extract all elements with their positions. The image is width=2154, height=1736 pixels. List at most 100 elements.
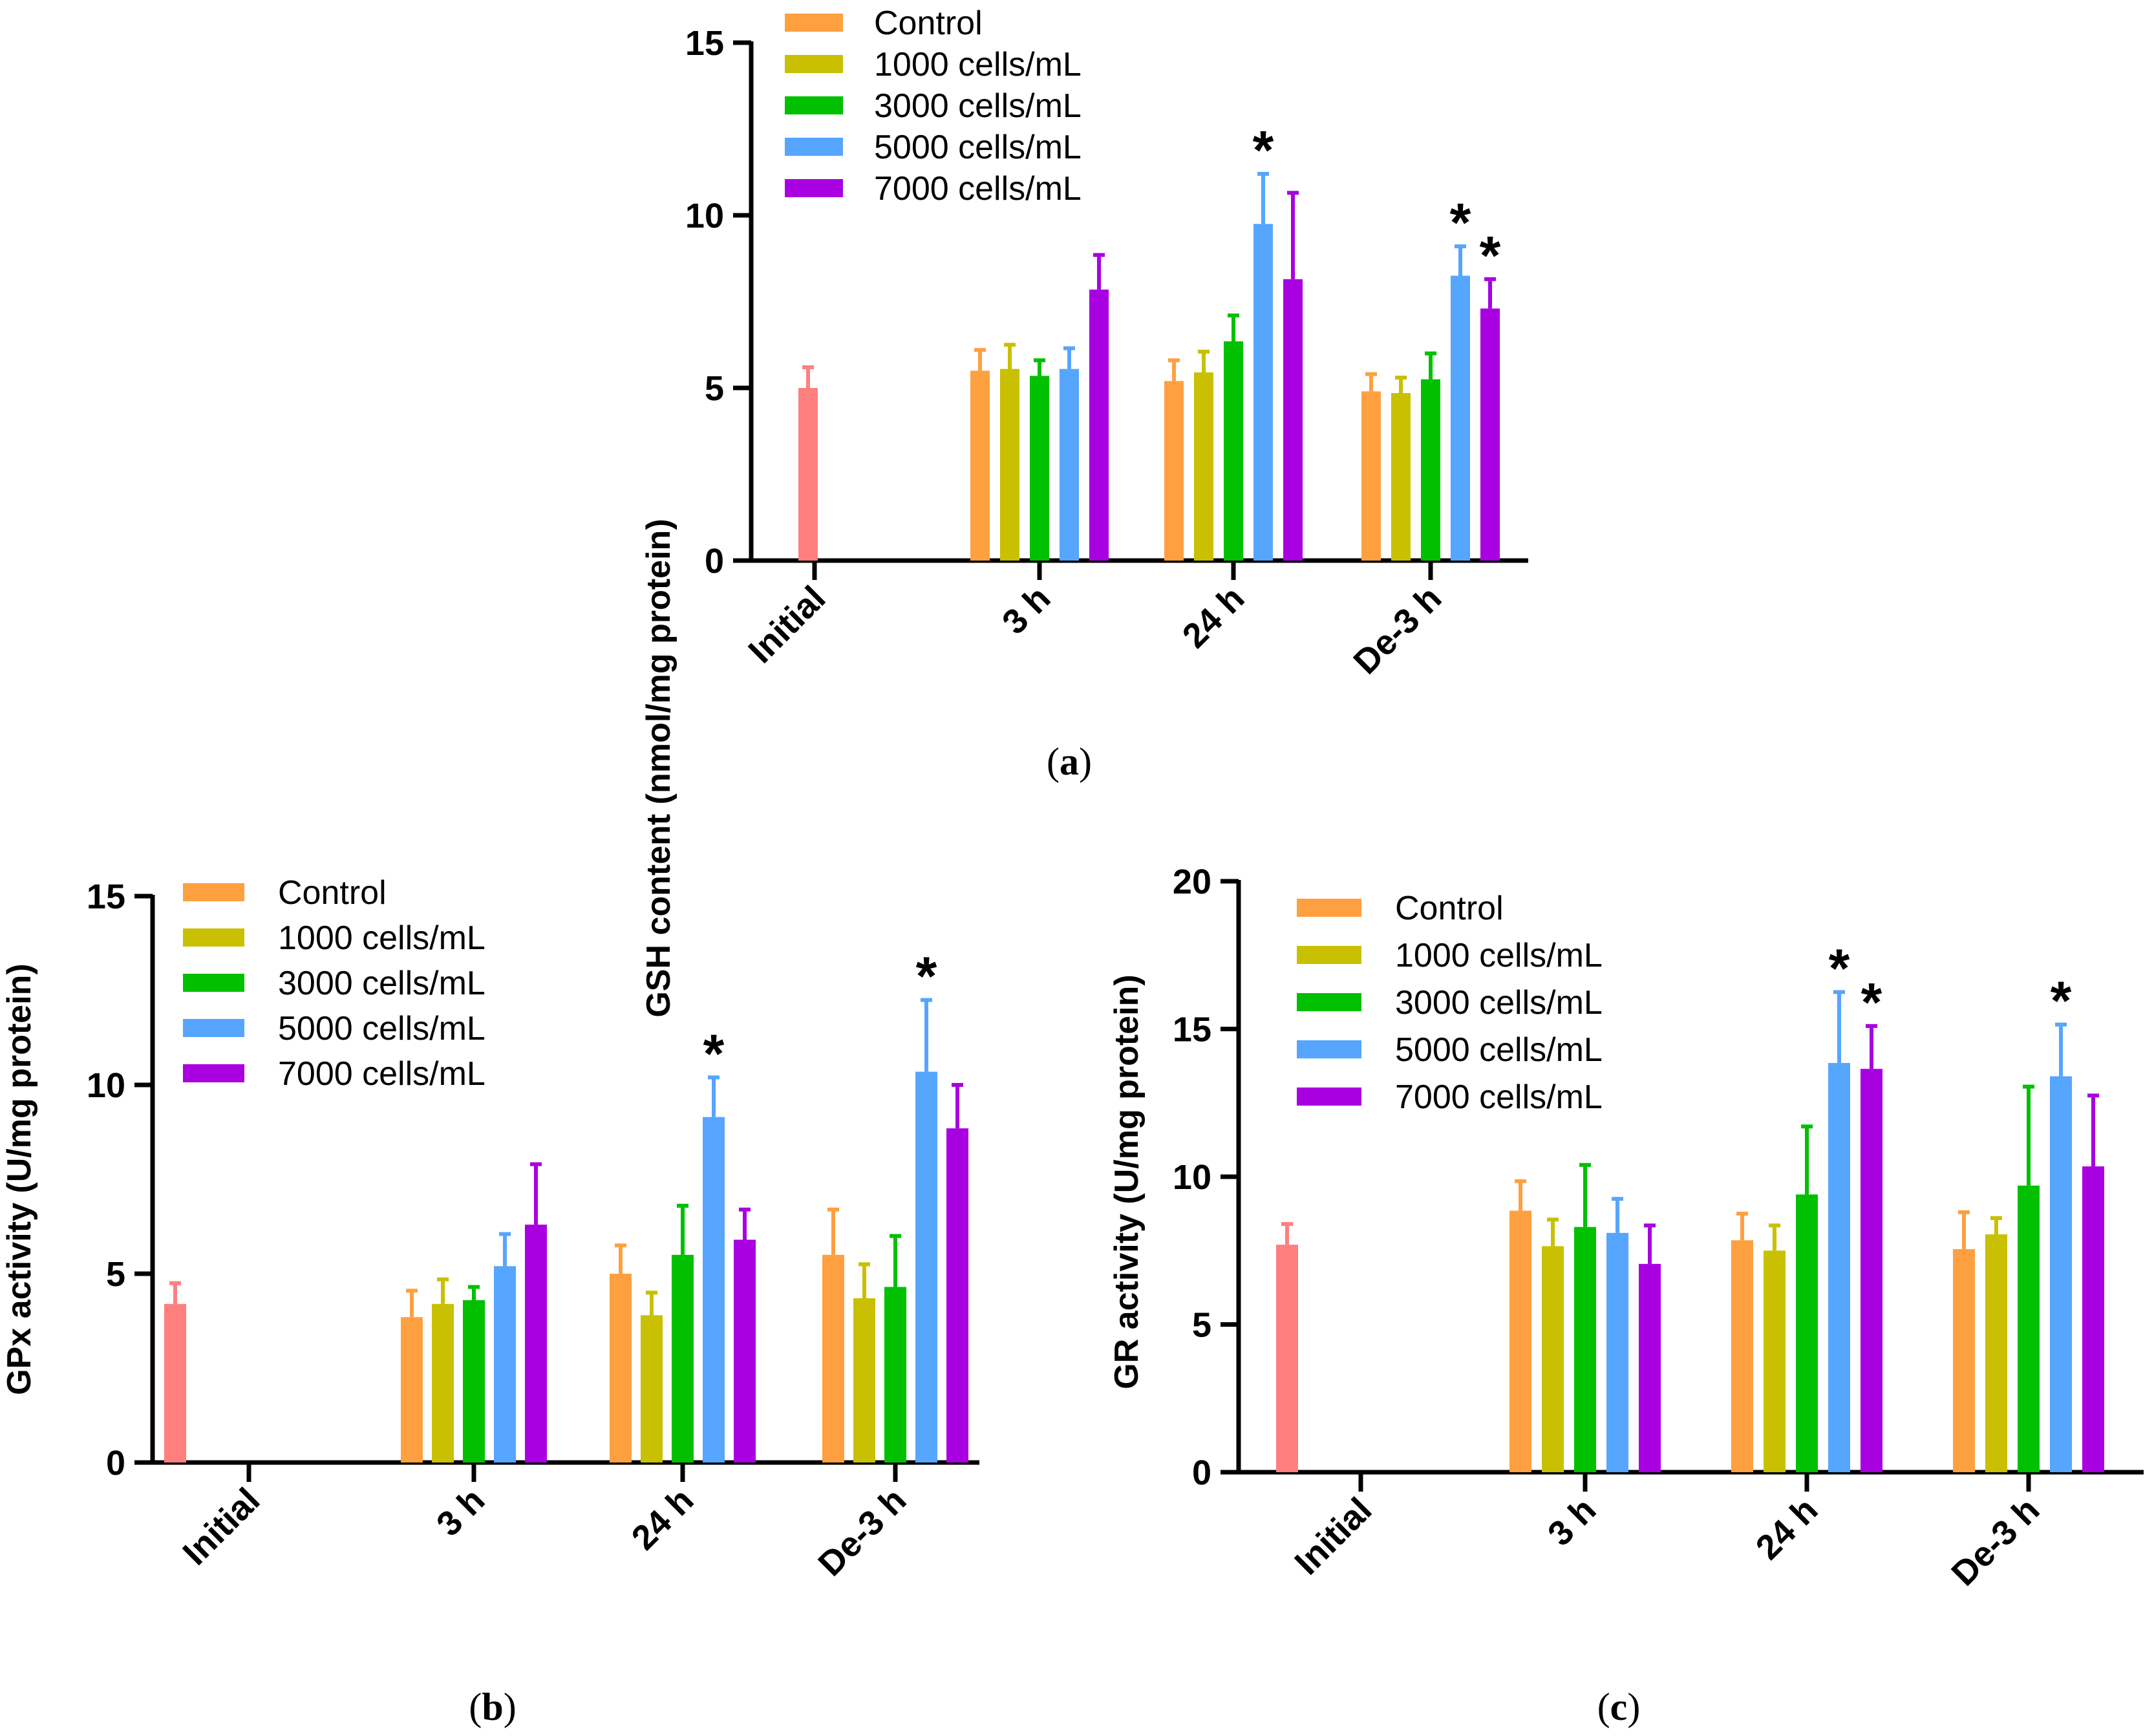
bar-1000 xyxy=(641,1315,663,1463)
legend-entry: 1000 cells/mL xyxy=(278,919,485,957)
panel-b: 0 5 10 15 GPx activity (U/mg protein) Initial… xyxy=(1,874,979,1728)
legend-entry: 7000 cells/mL xyxy=(874,170,1082,208)
bar-7000 xyxy=(1861,1069,1882,1472)
legend-swatch xyxy=(183,928,244,947)
panel-letter: a xyxy=(1060,740,1079,783)
x-tick-label: Initial xyxy=(175,1481,267,1572)
panel-letter: c xyxy=(1610,1686,1628,1728)
y-tick-label: 5 xyxy=(1192,1306,1211,1345)
y-axis-label: GR activity (U/mg protein) xyxy=(1108,974,1146,1389)
bar-control xyxy=(1953,1248,1975,1472)
bar-7000 xyxy=(734,1239,756,1463)
legend-entry: Control xyxy=(278,874,387,912)
bar-7000 xyxy=(1639,1263,1661,1472)
bar-5000 xyxy=(1828,1063,1850,1472)
bar-initial xyxy=(164,1303,186,1463)
bar-3000 xyxy=(1574,1227,1596,1472)
y-tick-label: 5 xyxy=(106,1255,125,1294)
x-tick-label: De-3 h xyxy=(1944,1490,2047,1593)
y-tick-label: 10 xyxy=(1173,1158,1211,1197)
bar-7000 xyxy=(946,1128,968,1463)
bar-7000 xyxy=(2082,1166,2104,1472)
legend-swatch xyxy=(785,96,843,114)
x-tick-label: De-3 h xyxy=(811,1481,913,1583)
legend-swatch xyxy=(785,55,843,73)
panel-letter: b xyxy=(482,1686,503,1728)
significance-marker: * xyxy=(1861,972,1882,1033)
x-tick-label: De-3 h xyxy=(1346,579,1449,681)
legend-swatch xyxy=(183,1019,244,1037)
legend-swatch xyxy=(785,14,843,32)
legend-swatch xyxy=(1297,899,1361,917)
bar-7000 xyxy=(1089,289,1109,561)
bar-3000 xyxy=(2018,1185,2040,1472)
legend-swatch xyxy=(1297,1088,1361,1106)
x-tick-label: 24 h xyxy=(1175,579,1252,656)
x-tick-label: 3 h xyxy=(1541,1490,1604,1554)
bar-3000 xyxy=(1796,1194,1818,1472)
bar-3000 xyxy=(1030,376,1049,561)
bar-5000 xyxy=(915,1071,937,1463)
legend-entry: Control xyxy=(1395,890,1504,927)
bar-1000 xyxy=(1000,369,1019,561)
bar-3000 xyxy=(1421,379,1440,561)
y-axis-label: GPx activity (U/mg protein) xyxy=(1,963,38,1395)
y-tick-label: 10 xyxy=(87,1066,125,1105)
legend-entry: 5000 cells/mL xyxy=(874,129,1082,166)
bar-3000 xyxy=(672,1254,694,1463)
bar-5000 xyxy=(1451,275,1470,561)
significance-marker: * xyxy=(703,1023,725,1084)
x-tick-label: 3 h xyxy=(429,1481,493,1544)
bar-1000 xyxy=(1985,1234,2007,1472)
bar-control xyxy=(1164,381,1184,561)
significance-marker: * xyxy=(1480,225,1501,286)
bar-5000 xyxy=(1253,224,1273,561)
x-tick-label: 3 h xyxy=(995,579,1058,642)
y-axis-label: GSH content (nmol/mg protein) xyxy=(640,519,677,1017)
legend-entry: 5000 cells/mL xyxy=(1395,1031,1603,1069)
y-tick-label: 20 xyxy=(1173,863,1211,901)
bar-3000 xyxy=(1224,341,1243,561)
bar-control xyxy=(1509,1210,1531,1472)
legend-swatch xyxy=(785,138,843,156)
legend-swatch xyxy=(183,974,244,992)
legend-entry: 3000 cells/mL xyxy=(1395,984,1603,1022)
legend-entry: Control xyxy=(874,5,983,42)
y-tick-label: 0 xyxy=(705,542,724,581)
x-tick-label: Initial xyxy=(741,579,833,670)
legend-entry: 1000 cells/mL xyxy=(1395,937,1603,974)
bar-7000 xyxy=(1480,308,1500,561)
bar-5000 xyxy=(1060,369,1079,561)
bar-7000 xyxy=(1283,279,1303,561)
legend-entry: 7000 cells/mL xyxy=(278,1055,485,1093)
y-tick-label: 15 xyxy=(87,877,125,916)
legend-swatch xyxy=(785,179,843,197)
significance-marker: * xyxy=(1253,120,1274,180)
legend-entry: 5000 cells/mL xyxy=(278,1010,485,1047)
legend-swatch xyxy=(1297,946,1361,964)
bar-initial xyxy=(798,388,818,561)
bar-control xyxy=(970,370,990,561)
y-tick-label: 0 xyxy=(106,1444,125,1483)
significance-marker: * xyxy=(1450,192,1471,253)
bar-5000 xyxy=(1606,1232,1628,1472)
y-tick-label: 0 xyxy=(1192,1453,1211,1492)
bar-3000 xyxy=(884,1287,906,1463)
bar-control xyxy=(1731,1240,1753,1472)
bar-5000 xyxy=(703,1117,725,1463)
bar-5000 xyxy=(494,1266,516,1463)
significance-marker: * xyxy=(1829,938,1850,998)
bar-5000 xyxy=(2050,1076,2072,1472)
bar-1000 xyxy=(432,1303,454,1463)
legend-entry: 7000 cells/mL xyxy=(1395,1078,1603,1116)
y-tick-label: 15 xyxy=(1173,1011,1211,1049)
legend-swatch xyxy=(183,1064,244,1082)
bar-control xyxy=(610,1274,632,1463)
bar-1000 xyxy=(1542,1246,1564,1472)
y-tick-label: 15 xyxy=(685,24,724,63)
legend-entry: 3000 cells/mL xyxy=(874,87,1082,125)
x-tick-label: Initial xyxy=(1287,1490,1379,1582)
significance-marker: * xyxy=(2051,970,2072,1031)
panel-label: (c) xyxy=(1597,1686,1641,1728)
